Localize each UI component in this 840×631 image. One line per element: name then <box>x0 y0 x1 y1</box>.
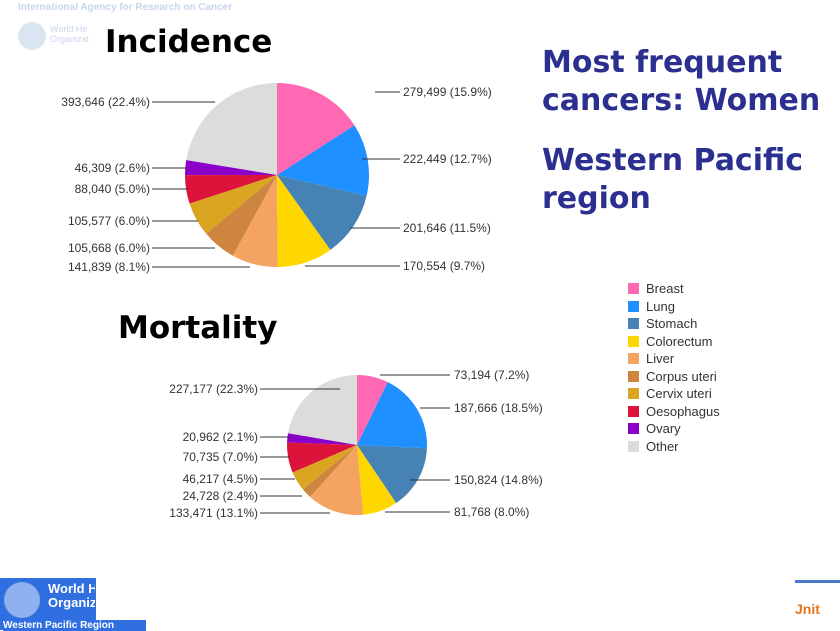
mortality-slice-oesophagus <box>287 442 357 473</box>
mortality-title: Mortality <box>118 310 278 346</box>
legend-item: Breast <box>628 280 720 298</box>
incidence-label-liver: 141,839 (8.1%) <box>67 260 150 274</box>
incidence-label-colorectum: 170,554 (9.7%) <box>403 259 486 273</box>
legend-item: Oesophagus <box>628 403 720 421</box>
mortality-slice-lung <box>357 382 427 449</box>
agency-header: International Agency for Research on Can… <box>18 2 233 13</box>
incidence-slice-colorectum <box>277 175 331 267</box>
legend-swatch <box>628 440 639 452</box>
slide-title-4: region <box>542 181 651 216</box>
legend-label: Other <box>646 438 679 454</box>
incidence-title: Incidence <box>105 24 273 60</box>
mortality-slice-liver <box>310 445 364 515</box>
legend-label: Cervix uteri <box>646 386 712 402</box>
footer-unit: Jnit <box>795 601 820 617</box>
incidence-label-oesophagus: 88,040 (5.0%) <box>74 182 150 196</box>
incidence-slice-lung <box>277 125 369 196</box>
mortality-label-stomach: 150,824 (14.8%) <box>454 473 543 487</box>
legend-swatch <box>628 300 639 312</box>
legend-swatch <box>628 405 639 417</box>
legend-swatch <box>628 423 639 435</box>
mortality-label-breast: 73,194 (7.2%) <box>454 368 530 382</box>
mortality-slice-cervix-uteri <box>292 445 357 490</box>
legend-item: Other <box>628 438 720 456</box>
incidence-slice-oesophagus <box>185 175 277 204</box>
who-logo-faded <box>18 22 46 50</box>
mortality-label-colorectum: 81,768 (8.0%) <box>454 505 530 519</box>
mortality-slice-breast <box>357 375 388 445</box>
legend-item: Liver <box>628 350 720 368</box>
incidence-label-corpus: 105,668 (6.0%) <box>67 241 150 255</box>
mortality-slice-other <box>287 375 357 445</box>
legend-item: Stomach <box>628 315 720 333</box>
incidence-slice-stomach <box>277 175 367 250</box>
mortality-label-liver: 133,471 (13.1%) <box>169 506 258 520</box>
incidence-slice-corpus-uteri <box>206 175 277 256</box>
footer-who-text: World H Organiz <box>48 582 95 610</box>
legend-item: Lung <box>628 298 720 316</box>
mortality-label-cervix: 46,217 (4.5%) <box>182 472 258 486</box>
mortality-slice-stomach <box>357 445 427 503</box>
mortality-slice-colorectum <box>357 445 397 515</box>
legend-item: Ovary <box>628 420 720 438</box>
legend-label: Oesophagus <box>646 403 720 419</box>
legend-label: Corpus uteri <box>646 368 717 384</box>
incidence-label-lung: 222,449 (12.7%) <box>403 152 492 166</box>
legend-swatch <box>628 353 639 365</box>
mortality-label-ovary: 20,962 (2.1%) <box>182 430 258 444</box>
slide-title-2: cancers: Women <box>542 83 821 118</box>
footer-divider <box>795 580 840 583</box>
slide-title-1: Most frequent <box>542 45 783 80</box>
incidence-slice-breast <box>277 83 355 175</box>
legend-item: Corpus uteri <box>628 368 720 386</box>
footer-mask <box>96 578 146 620</box>
incidence-label-breast: 279,499 (15.9%) <box>403 85 492 99</box>
mortality-label-corpus: 24,728 (2.4%) <box>182 489 258 503</box>
who-emblem-icon <box>4 582 40 618</box>
legend-swatch <box>628 318 639 330</box>
legend-label: Colorectum <box>646 333 713 349</box>
mortality-slice-ovary <box>287 433 357 445</box>
legend-label: Breast <box>646 281 684 297</box>
legend-swatch <box>628 335 639 347</box>
incidence-label-cervix: 105,577 (6.0%) <box>67 214 150 228</box>
legend-label: Lung <box>646 298 675 314</box>
slide-title-3: Western Pacific <box>542 143 804 178</box>
incidence-slice-ovary <box>184 160 277 176</box>
legend-swatch <box>628 388 639 400</box>
who-text-faded: World He Organizat <box>50 24 90 44</box>
legend-swatch <box>628 370 639 382</box>
mortality-slice-corpus-uteri <box>302 445 357 498</box>
incidence-label-stomach: 201,646 (11.5%) <box>403 221 491 235</box>
footer-region: Western Pacific Region <box>3 620 146 631</box>
legend: Breast Lung Stomach Colorectum Liver Cor… <box>628 280 720 455</box>
incidence-slice-other <box>186 83 277 175</box>
legend-item: Colorectum <box>628 333 720 351</box>
mortality-label-other: 227,177 (22.3%) <box>169 382 258 396</box>
incidence-slice-cervix-uteri <box>189 175 277 234</box>
mortality-label-oesophagus: 70,735 (7.0%) <box>182 450 258 464</box>
legend-swatch <box>628 283 639 295</box>
incidence-label-ovary: 46,309 (2.6%) <box>74 161 150 175</box>
legend-label: Stomach <box>646 316 698 332</box>
legend-label: Liver <box>646 351 675 367</box>
incidence-label-other: 393,646 (22.4%) <box>61 95 150 109</box>
legend-label: Ovary <box>646 421 681 437</box>
incidence-slice-liver <box>232 175 278 268</box>
legend-item: Cervix uteri <box>628 385 720 403</box>
mortality-label-lung: 187,666 (18.5%) <box>454 401 543 415</box>
